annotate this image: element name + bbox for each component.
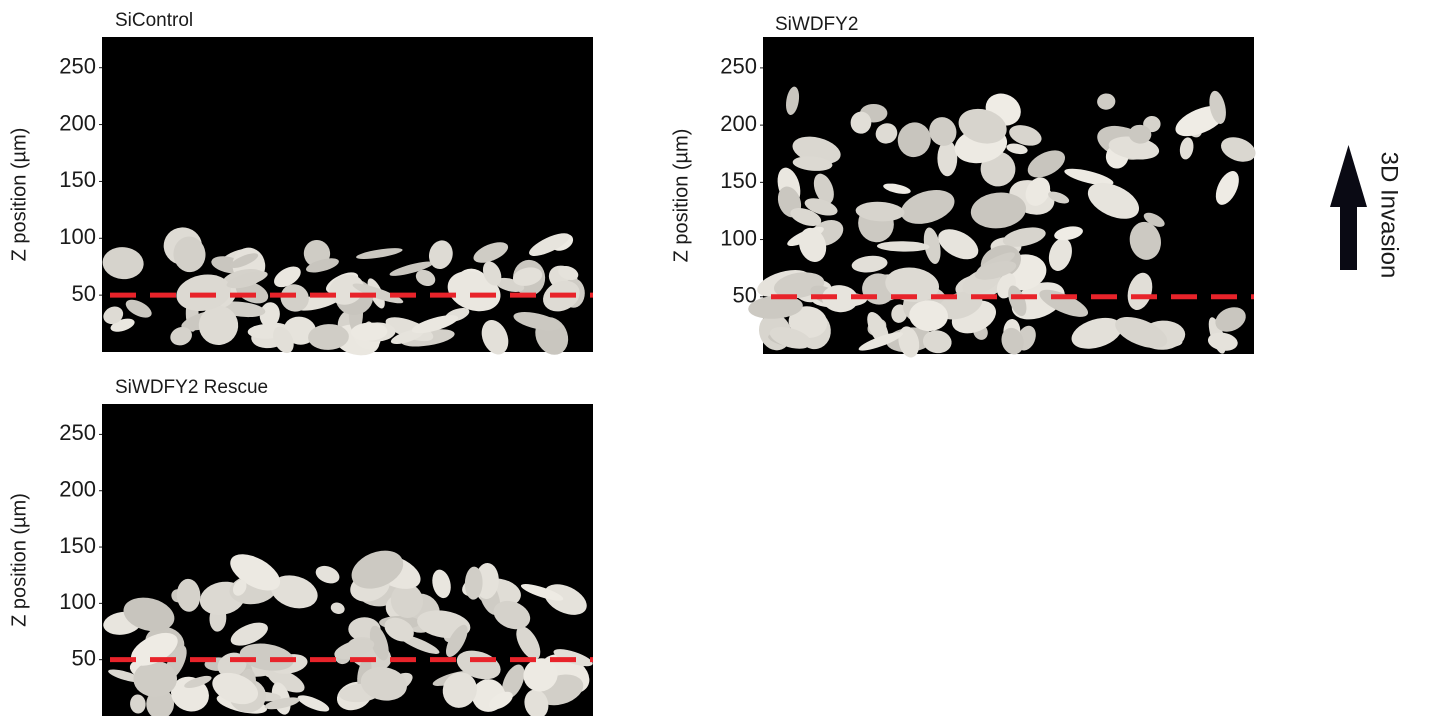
panel-title: SiWDFY2 Rescue (115, 377, 268, 398)
cell (937, 140, 957, 176)
y-tick-label: 50 (72, 645, 96, 670)
y-tick-label: 250 (720, 54, 757, 79)
y-tick-label: 150 (720, 168, 757, 193)
side-label: 3D Invasion (1376, 152, 1403, 279)
y-tick-label: 250 (59, 420, 96, 445)
y-tick-label: 50 (72, 281, 96, 306)
y-tick-label: 250 (59, 54, 96, 79)
y-tick-label: 200 (59, 110, 96, 135)
y-tick-label: 100 (720, 225, 757, 250)
panel-title: SiWDFY2 (775, 14, 858, 35)
y-tick-label: 150 (59, 533, 96, 558)
y-tick-label: 100 (59, 589, 96, 614)
y-tick-label: 200 (720, 111, 757, 136)
y-tick-label: 150 (59, 167, 96, 192)
y-tick-label: 50 (733, 283, 757, 308)
y-axis-label: Z position (µm) (8, 128, 30, 262)
y-tick-label: 200 (59, 477, 96, 502)
figure: 3D Invasion SiControl Z position (µm) 50 10… (0, 0, 1436, 716)
invasion-arrow (1330, 145, 1367, 270)
y-axis-label: Z position (µm) (670, 129, 692, 263)
panel-title: SiControl (115, 10, 193, 31)
y-tick-label: 100 (59, 224, 96, 249)
y-axis-label: Z position (µm) (8, 493, 30, 627)
